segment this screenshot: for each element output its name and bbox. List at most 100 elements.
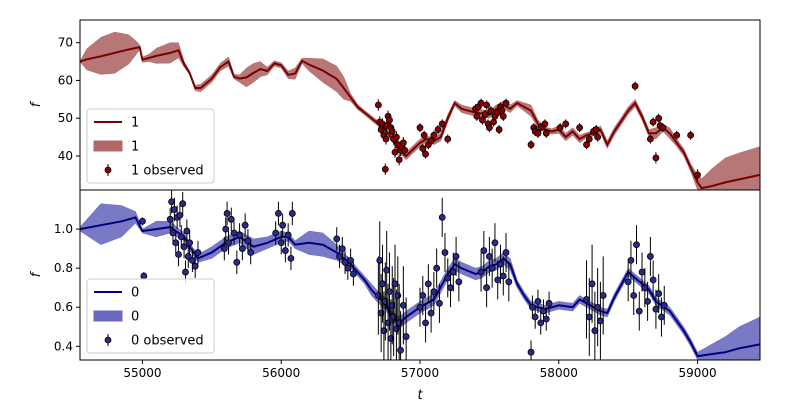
bottom-legend-label: 0 observed [131, 334, 204, 349]
bottom-observed-point [427, 309, 435, 317]
bottom-observed-point [347, 256, 355, 264]
bottom-observed-point [449, 268, 457, 276]
top-confidence-band [80, 31, 760, 190]
bottom-observed-point [169, 229, 177, 237]
bottom-observed-point [644, 297, 651, 305]
bottom-observed-point [139, 217, 146, 225]
bottom-observed-point [597, 317, 604, 325]
bottom-observed-point [176, 212, 184, 219]
bottom-observed-point [585, 313, 593, 321]
bottom-observed-point [189, 256, 196, 264]
bottom-observed-point [542, 315, 550, 323]
bottom-observed-point [387, 335, 395, 342]
top-observed-point [416, 124, 424, 132]
top-observed-point [487, 107, 495, 115]
bottom-observed-point [452, 253, 460, 260]
top-legend-band-swatch [93, 140, 123, 152]
top-y-tick-label: 50 [58, 111, 73, 125]
bottom-observed-point [184, 253, 192, 260]
top-observed-point [490, 118, 497, 126]
top-observed-point [438, 120, 446, 128]
bottom-y-tick-label: 0.4 [54, 339, 73, 353]
bottom-observed-point [376, 256, 384, 264]
bottom-observed-point [527, 348, 535, 356]
bottom-observed-point [545, 299, 553, 307]
top-legend-label: 1 observed [131, 164, 204, 179]
bottom-observed-point [594, 303, 602, 311]
top-observed-point [659, 124, 667, 132]
top-observed-point [592, 126, 600, 133]
top-observed-point [583, 141, 590, 149]
bottom-observed-point [333, 235, 341, 243]
bottom-legend: 0 0 0 observed [86, 278, 215, 354]
bottom-observed-point [430, 288, 438, 296]
bottom-observed-point [277, 239, 285, 247]
top-panel: 40 50 60 70 1 1 1 observed [58, 19, 761, 191]
x-axis-label: t [417, 388, 423, 400]
bottom-observed-point [588, 280, 596, 288]
bottom-observed-point [660, 301, 668, 309]
bottom-observed-point [491, 239, 499, 247]
top-observed-point [542, 129, 550, 137]
bottom-observed-point [529, 303, 536, 311]
bottom-observed-point [416, 303, 424, 311]
bottom-observed-point [227, 215, 235, 223]
top-observed-point [655, 114, 663, 122]
top-observed-point [377, 126, 385, 133]
bottom-observed-point [179, 200, 187, 208]
bottom-observed-point [379, 280, 386, 288]
bottom-observed-point [223, 210, 231, 217]
bottom-observed-point [170, 206, 178, 213]
top-observed-point [499, 112, 507, 120]
bottom-plot-area [80, 190, 760, 360]
top-observed-point [687, 131, 695, 139]
top-legend-label: 1 [131, 116, 139, 131]
bottom-observed-point [534, 297, 542, 305]
bottom-observed-point [537, 319, 545, 327]
top-observed-point [479, 116, 486, 124]
bottom-observed-point [175, 251, 182, 258]
bottom-observed-point [166, 215, 174, 223]
bottom-observed-point [279, 221, 287, 229]
top-observed-point [399, 139, 407, 147]
bottom-observed-point [505, 278, 513, 286]
bottom-observed-point [386, 288, 393, 296]
bottom-observed-point [395, 319, 403, 327]
bottom-observed-point [633, 241, 640, 249]
bottom-observed-point [341, 258, 349, 266]
top-observed-point [391, 148, 399, 156]
top-observed-point [502, 99, 510, 107]
top-observed-point [401, 146, 409, 154]
top-observed-point [386, 116, 393, 124]
bottom-observed-point [455, 278, 463, 286]
top-y-tick-label: 40 [58, 149, 73, 163]
bottom-observed-point [338, 245, 346, 253]
top-observed-point [427, 137, 435, 145]
bottom-observed-point [436, 299, 443, 307]
bottom-observed-point [494, 276, 502, 284]
bottom-observed-point [220, 245, 228, 253]
top-observed-point [541, 120, 549, 128]
top-observed-point [444, 135, 452, 143]
bottom-observed-point [244, 237, 252, 245]
bottom-observed-point [646, 253, 654, 260]
bottom-observed-point [168, 198, 175, 206]
bottom-observed-point [390, 313, 398, 321]
top-observed-point [495, 126, 503, 133]
top-observed-point [477, 99, 485, 107]
bottom-observed-point [399, 301, 407, 309]
bottom-observed-point [180, 243, 188, 251]
bottom-observed-point [344, 264, 352, 272]
bottom-observed-point [225, 239, 232, 247]
bottom-observed-point [583, 296, 590, 303]
bottom-observed-point [655, 290, 663, 297]
bottom-y-tick-label: 0.6 [54, 300, 73, 314]
top-legend: 1 1 1 observed [86, 108, 215, 184]
bottom-observed-point [393, 325, 400, 333]
bottom-observed-point [402, 333, 410, 340]
bottom-observed-point [502, 249, 510, 256]
bottom-model-line [80, 216, 760, 358]
top-y-tick-label: 70 [58, 36, 73, 50]
